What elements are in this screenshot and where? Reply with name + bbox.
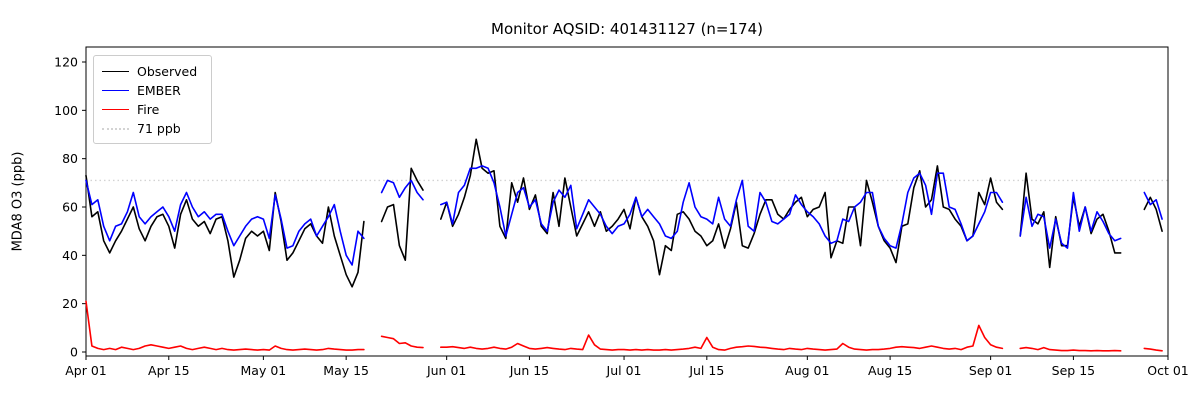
series-line-fire [1019,346,1122,352]
series-line-fire [439,324,1004,351]
x-tick-label: Jul 01 [606,363,642,378]
legend-item-threshold: 71 ppb [102,119,203,138]
legend-item-ember: EMBER [102,81,203,100]
threshold-line-swatch [102,127,129,130]
y-axis-label: MDA8 O3 (ppb) [10,151,26,252]
y-tick-label: 120 [54,55,78,70]
series-line-fire [380,335,424,349]
series-line-fire [85,300,365,351]
observed-line-swatch [102,71,129,72]
series-line-ember [1143,191,1163,220]
x-tick-label: Apr 01 [65,363,107,378]
series-line-fire [1143,347,1163,352]
x-tick-label: Jun 01 [426,363,466,378]
series-line-ember [380,179,424,201]
series-line-observed [1143,196,1163,232]
plot-border [85,46,1169,357]
y-tick-label: 80 [62,151,78,166]
y-tick-label: 0 [70,345,78,360]
x-tick-label: Aug 15 [868,363,912,378]
legend-item-fire: Fire [102,100,203,119]
series-line-observed [439,138,1004,276]
x-tick-label: Oct 01 [1147,363,1189,378]
legend-item-observed: Observed [102,62,203,81]
series-line-observed [380,167,424,262]
x-tick-label: May 01 [241,363,287,378]
x-tick-label: Jun 15 [509,363,549,378]
x-tick-label: Jul 15 [688,363,724,378]
series-line-ember [439,165,1004,249]
x-tick-label: Sep 01 [969,363,1012,378]
y-tick-label: 60 [62,200,78,215]
x-tick-label: Aug 01 [785,363,829,378]
y-tick-label: 100 [54,103,78,118]
legend-label: Observed [137,64,198,79]
y-tick-label: 20 [62,296,78,311]
x-tick-label: Sep 15 [1052,363,1095,378]
chart-title: Monitor AQSID: 401431127 (n=174) [491,20,763,38]
series-line-ember [1019,191,1122,249]
series-line-ember [85,179,365,266]
x-tick-label: Apr 15 [148,363,190,378]
legend-label: Fire [137,102,160,117]
legend-label: EMBER [137,83,181,98]
x-tick-label: May 15 [323,363,369,378]
ember-line-swatch [102,90,129,91]
legend: Observed EMBER Fire 71 ppb [93,55,212,144]
series-line-observed [85,174,365,288]
y-tick-label: 40 [62,248,78,263]
fire-line-swatch [102,109,129,110]
legend-label: 71 ppb [137,121,181,136]
